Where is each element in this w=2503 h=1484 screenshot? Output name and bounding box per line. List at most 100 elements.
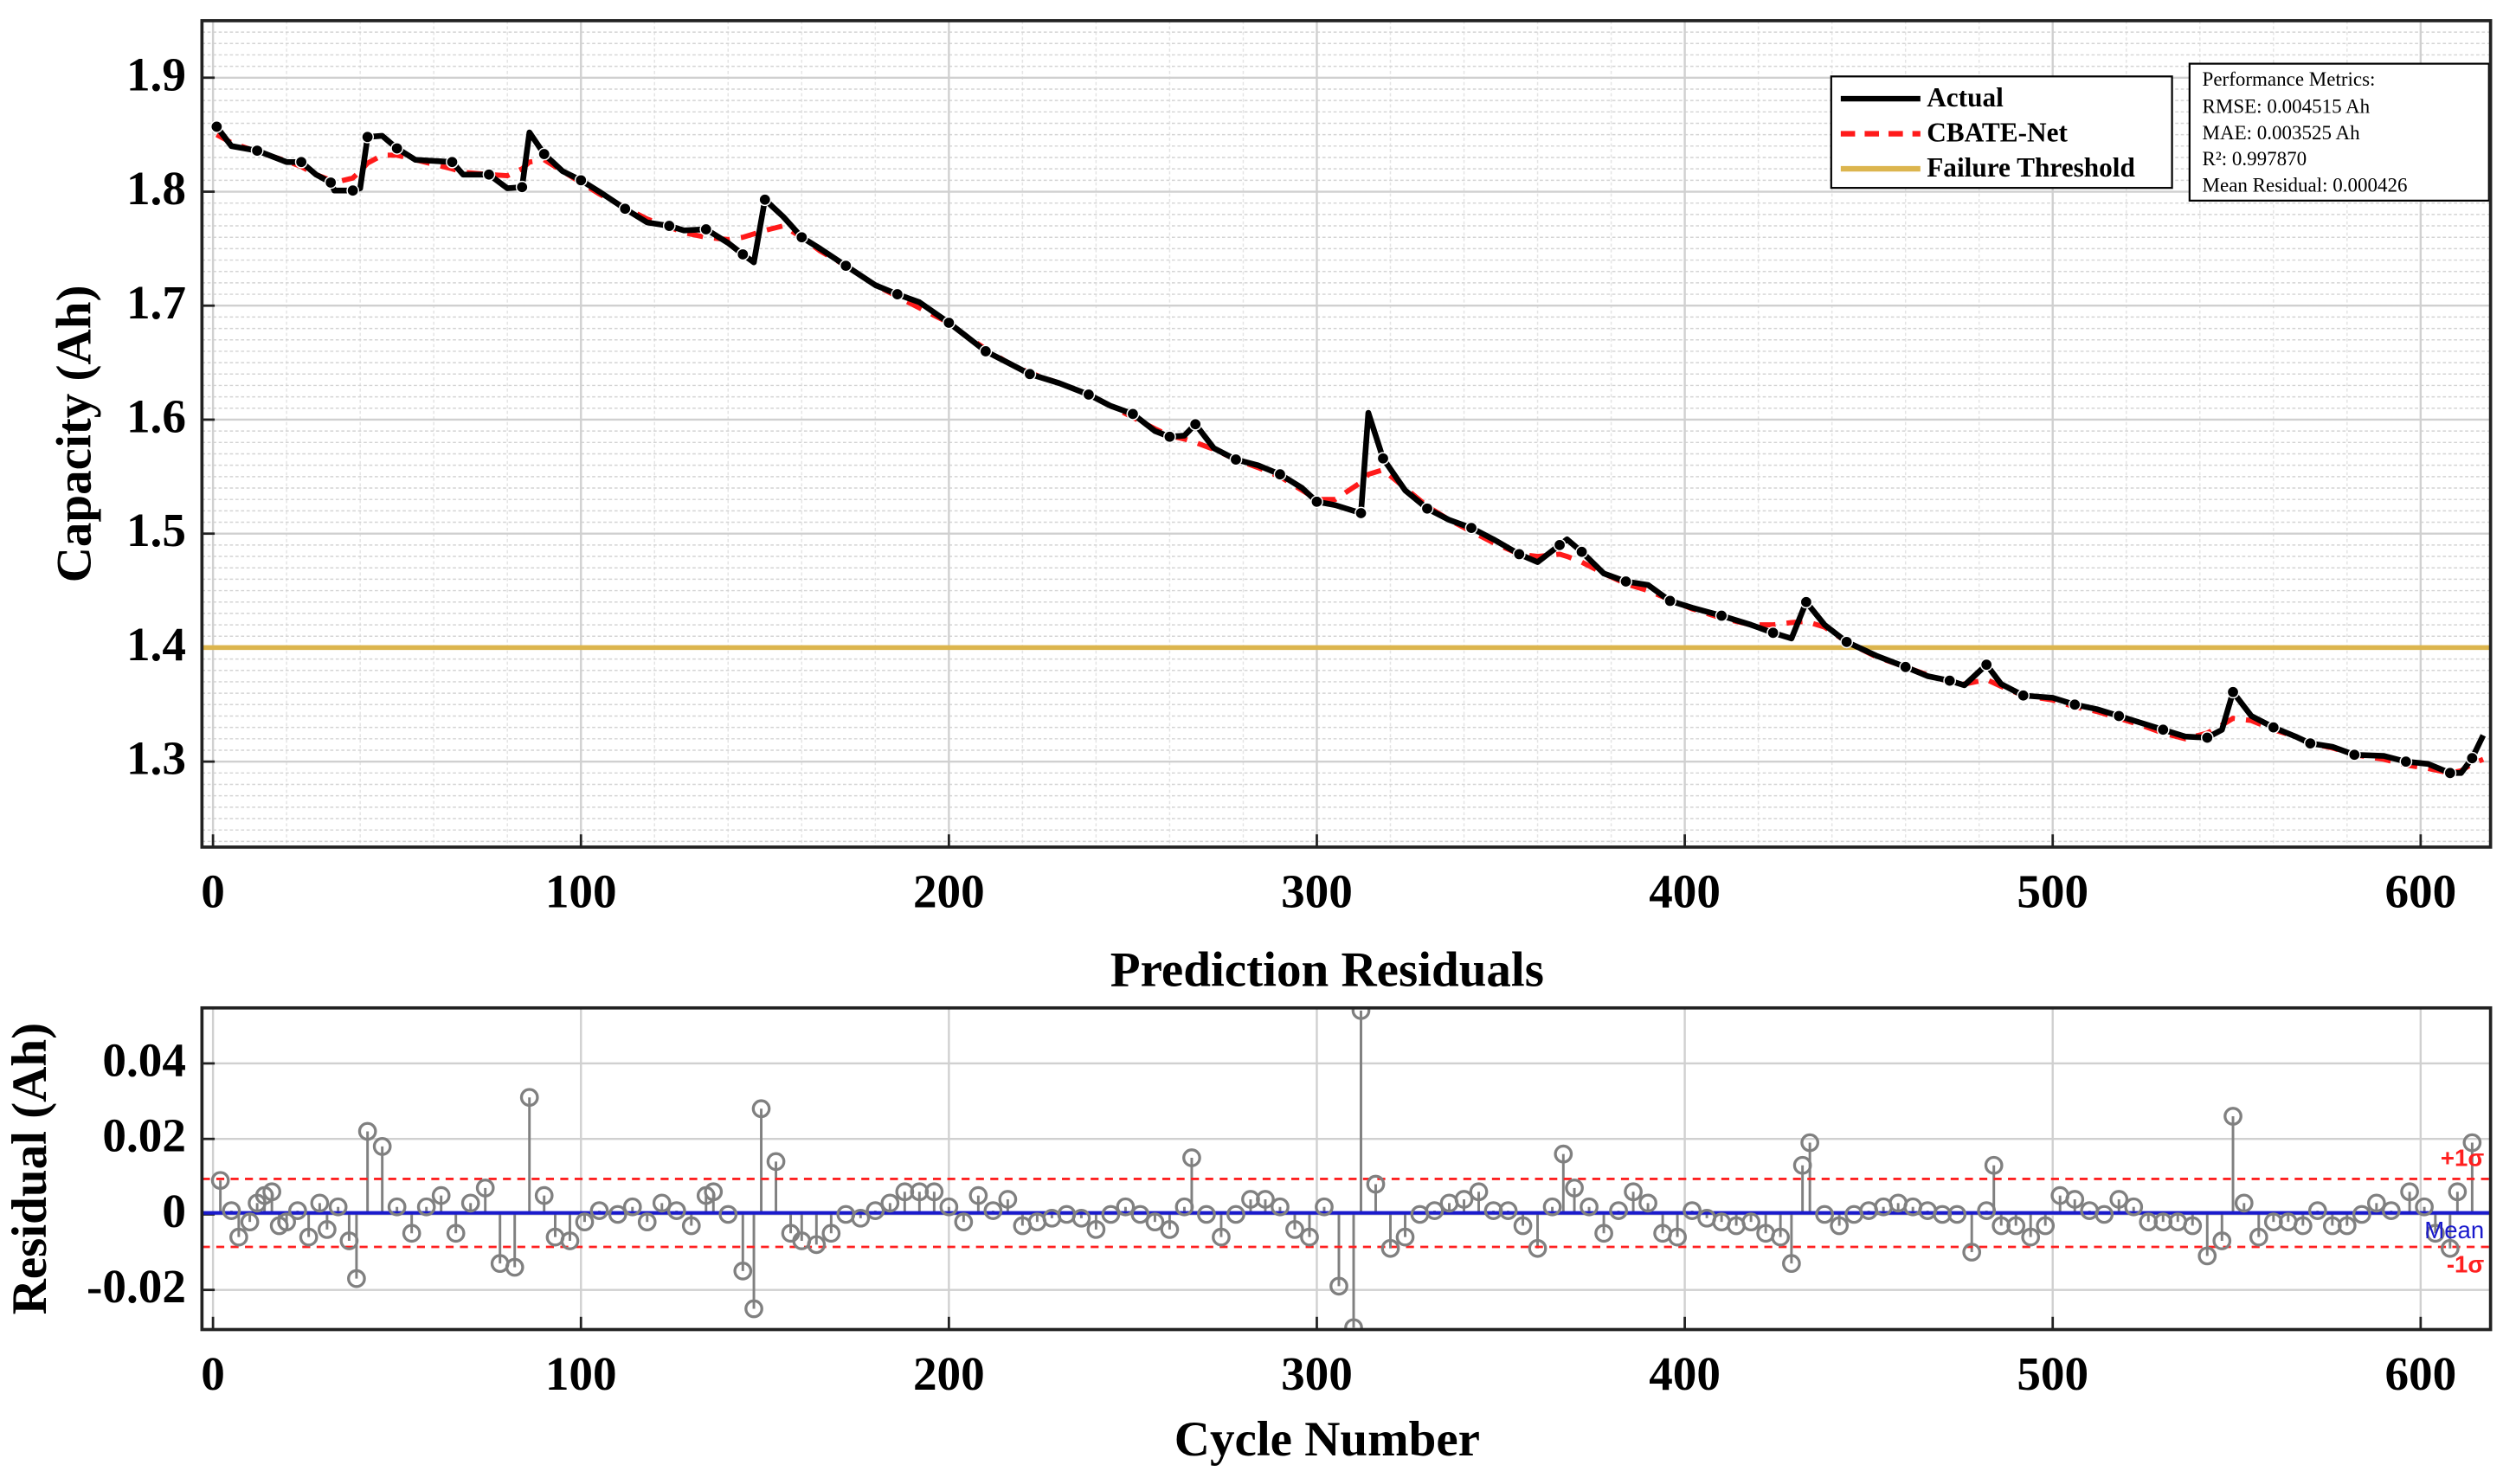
stem-marker — [1984, 1155, 2004, 1175]
y-tick-label: 0.04 — [102, 1033, 186, 1086]
data-point — [1799, 595, 1813, 609]
data-point — [574, 173, 588, 187]
stem-marker — [1962, 1243, 1982, 1262]
y-tick-label: 0.02 — [102, 1109, 186, 1162]
x-tick-label: 200 — [913, 865, 985, 918]
data-point — [618, 202, 632, 215]
data-point — [1023, 367, 1037, 381]
stem-marker — [288, 1201, 307, 1220]
x-tick-label: 400 — [1649, 865, 1721, 918]
data-point — [1229, 453, 1243, 466]
stem-marker — [1212, 1227, 1231, 1247]
stem-marker — [733, 1262, 753, 1281]
data-point — [2399, 755, 2413, 768]
stem-marker — [446, 1224, 466, 1243]
stem-marker — [1792, 1155, 1812, 1175]
metrics-box — [2188, 62, 2490, 202]
data-point — [2443, 766, 2457, 780]
data-point — [446, 155, 459, 169]
stem-marker — [1469, 1182, 1489, 1202]
data-point — [2303, 736, 2317, 750]
x-tick-label: 400 — [1649, 1347, 1721, 1400]
x-tick-label: 200 — [913, 1347, 985, 1400]
stem-marker — [1344, 1318, 1363, 1330]
stem-marker — [328, 1197, 348, 1217]
x-tick-label: 100 — [545, 865, 617, 918]
stem-marker — [416, 1197, 436, 1217]
data-point — [361, 130, 375, 144]
stem-marker — [1624, 1182, 1643, 1202]
stem-marker — [1683, 1201, 1702, 1220]
stem-marker — [1977, 1201, 1997, 1220]
data-point — [2267, 721, 2281, 734]
data-point — [891, 287, 904, 301]
x-axis-label: Cycle Number — [1174, 1412, 1480, 1467]
data-point — [1188, 417, 1202, 431]
stem-marker — [2307, 1201, 2327, 1220]
stem-marker — [357, 1121, 377, 1141]
data-point — [1163, 430, 1176, 444]
stem-marker — [1329, 1276, 1348, 1296]
stem-marker — [1554, 1144, 1573, 1164]
data-point — [537, 147, 551, 161]
stem-marker — [954, 1212, 974, 1232]
stem-marker — [2183, 1216, 2203, 1236]
stem-marker — [1380, 1238, 1400, 1258]
reference-label: Mean — [2424, 1217, 2484, 1243]
stem-marker — [2065, 1190, 2085, 1209]
x-tick-label: 0 — [201, 865, 225, 918]
plot-frame — [200, 19, 2493, 849]
stem-marker — [637, 1212, 657, 1232]
data-point — [2068, 697, 2082, 711]
stem-marker — [475, 1179, 495, 1198]
stem-marker — [608, 1205, 627, 1224]
stem-marker — [277, 1212, 296, 1232]
stem-marker — [1594, 1224, 1613, 1243]
data-point — [1766, 626, 1779, 639]
stem-marker — [983, 1201, 1003, 1220]
stem-marker — [2036, 1216, 2056, 1236]
stem-marker — [998, 1190, 1018, 1209]
stem-marker — [1182, 1148, 1201, 1167]
data-point — [2156, 723, 2170, 736]
stem-marker — [1668, 1227, 1687, 1247]
stem-marker — [2440, 1238, 2460, 1258]
stem-marker — [821, 1224, 841, 1243]
data-point — [390, 142, 404, 155]
x-tick-label: 500 — [2017, 1347, 2088, 1400]
stem-marker — [2234, 1193, 2254, 1213]
stem-marker — [1071, 1208, 1091, 1228]
stem-marker — [1454, 1190, 1474, 1209]
data-point — [482, 168, 496, 182]
stem-marker — [924, 1182, 944, 1202]
stem-marker — [460, 1193, 480, 1213]
stem-marker — [1565, 1179, 1584, 1198]
stem-marker — [681, 1216, 701, 1236]
stem-marker — [1226, 1205, 1245, 1224]
stem-marker — [339, 1231, 359, 1250]
stem-marker — [2400, 1182, 2419, 1202]
data-point — [839, 259, 853, 273]
stem-marker — [2124, 1197, 2144, 1217]
stem-marker — [2448, 1182, 2468, 1202]
x-tick-label: 600 — [2384, 865, 2456, 918]
stem-marker — [1116, 1197, 1136, 1217]
stem-marker — [1800, 1133, 1819, 1153]
stem-marker — [865, 1201, 885, 1220]
stem-marker — [210, 1171, 230, 1191]
stem-marker — [347, 1269, 366, 1288]
stem-marker — [1498, 1201, 1518, 1220]
data-point — [1354, 506, 1367, 520]
data-point — [2347, 748, 2361, 761]
reference-label: +1σ — [2441, 1145, 2484, 1172]
y-tick-label: 1.6 — [126, 389, 186, 442]
stem-marker — [1771, 1227, 1790, 1247]
y-tick-label: -0.02 — [87, 1260, 186, 1313]
plot-layer — [202, 1007, 2491, 1330]
stem-marker — [2094, 1205, 2114, 1224]
metrics-title: Performance Metrics: — [2203, 68, 2376, 90]
data-point — [209, 120, 223, 133]
stem-marker — [2212, 1231, 2232, 1250]
stem-marker — [2352, 1205, 2371, 1224]
